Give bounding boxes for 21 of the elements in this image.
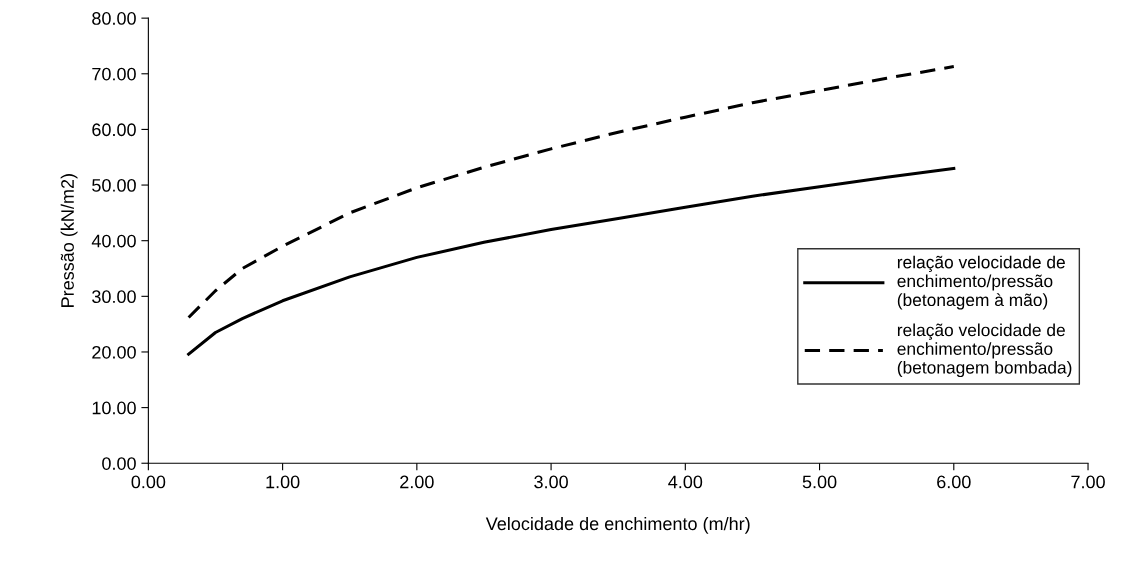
x-tick-label: 2.00 — [400, 475, 434, 489]
x-tick-label: 3.00 — [534, 475, 568, 489]
x-axis-title: Velocidade de enchimento (m/hr) — [485, 516, 750, 534]
x-tick-label: 5.00 — [802, 475, 837, 489]
x-tick-label: 7.00 — [1071, 475, 1105, 489]
y-tick-label: 0.00 — [102, 457, 136, 470]
y-tick-label: 50.00 — [92, 178, 136, 192]
y-tick-label: 40.00 — [91, 234, 136, 248]
x-tick-label: 0.00 — [131, 475, 166, 489]
y-tick-label: 80.00 — [92, 12, 136, 25]
y-tick-label: 60.00 — [92, 123, 136, 137]
y-tick-label: 20.00 — [92, 345, 136, 359]
x-tick-label: 1.00 — [266, 475, 300, 489]
y-tick-label: 30.00 — [92, 290, 136, 304]
y-axis-title: Pressão (kN/m2) — [60, 174, 78, 307]
legend-label: relação velocidade de enchimento/pressão (betonagem bombada) — [897, 323, 1072, 378]
x-tick-label: 4.00 — [668, 475, 703, 489]
y-tick-label: 10.00 — [92, 401, 136, 415]
x-tick-label: 6.00 — [937, 475, 971, 489]
y-tick-label: 70.00 — [92, 67, 136, 81]
legend-label: relação velocidade de enchimento/pressão (betonagem à mão) — [897, 255, 1065, 310]
